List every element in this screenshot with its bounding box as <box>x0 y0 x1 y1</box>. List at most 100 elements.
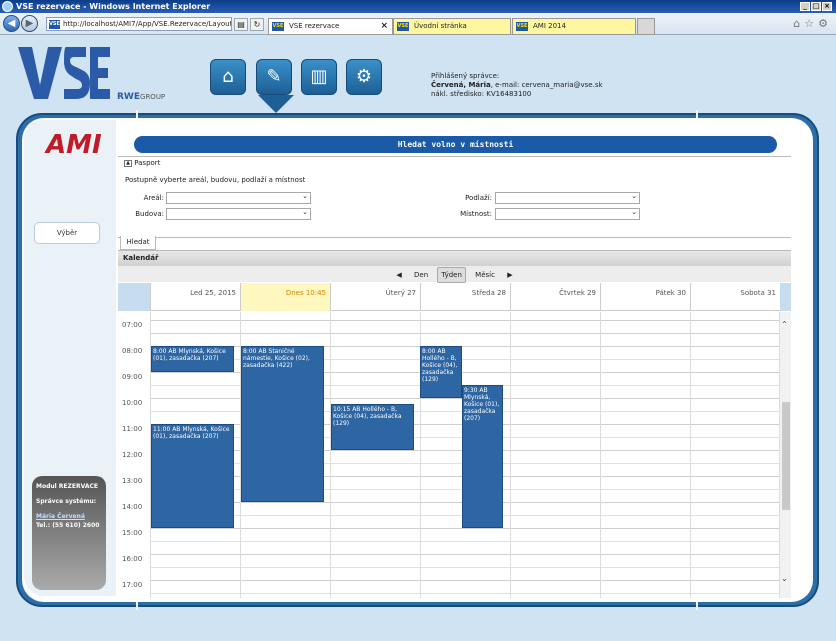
user-email: , e-mail: cervena_maria@vse.sk <box>490 81 603 89</box>
ie-icon <box>2 1 13 12</box>
page-title: Hledat volno v místnosti <box>134 136 777 153</box>
maximize-button[interactable]: □ <box>811 2 821 11</box>
pasport-hint: Postupně vyberte areál, budovu, podlaží … <box>125 176 306 184</box>
areal-select[interactable]: ⌄ <box>166 192 311 204</box>
frame-tick <box>696 110 698 120</box>
tab-label: Úvodní stránka <box>414 22 467 30</box>
header-corner <box>118 283 150 311</box>
budova-select[interactable]: ⌄ <box>166 208 311 220</box>
day-header[interactable]: Úterý 27 <box>330 283 420 311</box>
calendar-header: Kalendář <box>118 250 791 266</box>
close-window-button[interactable]: × <box>822 2 832 11</box>
tab-vse-rezervace[interactable]: VSE VSE rezervace × <box>268 18 393 35</box>
event-block[interactable]: 8:00 AB Staničné námestie, Košice (02), … <box>241 346 324 502</box>
day-header[interactable]: Sobota 31 <box>690 283 780 311</box>
hour-label: 10:00 <box>122 399 143 407</box>
browser-toolbar: ◀ ▶ VSE http://localhost/AMI7/App/VSE.Re… <box>0 13 836 35</box>
day-header[interactable]: Středa 28 <box>420 283 510 311</box>
admin-name-link[interactable]: Mária Červená <box>36 513 85 520</box>
hour-label: 15:00 <box>122 529 143 537</box>
tab-favicon-icon: VSE <box>397 22 409 31</box>
view-day-button[interactable]: Den <box>414 271 429 279</box>
mistnost-select[interactable]: ⌄ <box>495 208 640 220</box>
user-name: Červená, Mária <box>431 81 491 89</box>
new-tab-button[interactable] <box>637 18 655 35</box>
calendar-grid[interactable]: 07:00 08:00 09:00 10:00 11:00 12:00 13:0… <box>118 312 791 598</box>
day-header[interactable]: Čtvrtek 29 <box>510 283 600 311</box>
hour-label: 09:00 <box>122 373 143 381</box>
tab-uvodni-stranka[interactable]: VSE Úvodní stránka <box>393 18 511 35</box>
calendar-day-header: Led 25, 2015 Dnes 10:45 Úterý 27 Středa … <box>118 283 791 311</box>
chevron-down-icon: ⌄ <box>631 192 637 200</box>
admin-label: Správce systému: <box>36 498 97 505</box>
hour-line <box>150 372 780 373</box>
settings-nav-icon[interactable]: ⚙ <box>346 59 382 95</box>
view-week-button[interactable]: Týden <box>437 267 466 283</box>
user-name-line: Červená, Mária, e-mail: cervena_maria@vs… <box>431 81 603 90</box>
back-icon[interactable]: ◀ <box>3 15 20 32</box>
module-info-box: Modul REZERVACE Správce systému: Mária Č… <box>32 476 106 590</box>
hledat-tab[interactable]: Hledat <box>120 236 156 250</box>
day-column-line <box>330 312 331 598</box>
tab-favicon-icon: VSE <box>272 22 284 31</box>
day-header[interactable]: Pátek 30 <box>600 283 690 311</box>
scroll-up-icon[interactable]: ⌃ <box>781 320 788 329</box>
ami-logo: AMI <box>46 130 102 160</box>
home-nav-icon[interactable]: ⌂ <box>210 59 246 95</box>
day-header[interactable]: Led 25, 2015 <box>150 283 240 311</box>
prev-week-icon[interactable]: ◀ <box>396 271 402 279</box>
half-hour-line <box>150 593 780 594</box>
hour-label: 16:00 <box>122 555 143 563</box>
close-tab-icon[interactable]: × <box>380 21 388 31</box>
half-hour-line <box>150 567 780 568</box>
chevron-down-icon: ⌄ <box>302 208 308 216</box>
vyber-button[interactable]: Výběr <box>34 222 100 244</box>
hour-label: 08:00 <box>122 347 143 355</box>
hour-line <box>150 580 780 581</box>
chevron-down-icon: ⌄ <box>631 208 637 216</box>
hour-line <box>150 320 780 321</box>
header-scroll-corner <box>780 283 791 311</box>
event-block[interactable]: 10:15 AB Hollého - B, Košice (04), zasad… <box>331 404 414 450</box>
calendar-view-switcher: ◀ Den Týden Měsíc ▶ <box>118 266 791 283</box>
mistnost-label: Místnost: <box>460 210 492 218</box>
reservation-nav-icon[interactable]: ✎ <box>256 59 292 95</box>
day-header-today[interactable]: Dnes 10:45 <box>240 283 330 311</box>
calendar-scrollbar[interactable]: ⌃ ⌄ <box>779 312 791 598</box>
frame-tick <box>136 110 138 120</box>
favorites-star-icon[interactable]: ☆ <box>804 17 819 30</box>
event-block[interactable]: 8:00 AB Mlynská, Košice (01), zasadačka … <box>151 346 234 372</box>
pasport-header[interactable]: ▲ Pasport <box>124 159 164 167</box>
home-icon[interactable]: ⌂ <box>793 17 805 30</box>
scroll-down-icon[interactable]: ⌄ <box>781 574 788 583</box>
address-bar[interactable]: VSE http://localhost/AMI7/App/VSE.Rezerv… <box>46 17 232 31</box>
user-cost-center: nákl. středisko: KV16483100 <box>431 90 532 98</box>
statistics-nav-icon[interactable]: ▥ <box>301 59 337 95</box>
event-block[interactable]: 8:00 AB Hollého - B, Košice (04), zasada… <box>420 346 462 398</box>
minimize-button[interactable]: _ <box>800 2 810 11</box>
budova-label: Budova: <box>135 210 164 218</box>
day-column-line <box>420 312 421 598</box>
vse-logo <box>18 47 110 99</box>
hour-label: 17:00 <box>122 581 143 589</box>
scroll-thumb[interactable] <box>782 402 790 510</box>
forward-icon[interactable]: ▶ <box>21 15 38 32</box>
podlazi-select[interactable]: ⌄ <box>495 192 640 204</box>
user-info: Přihlášený správce: Červená, Mária, e-ma… <box>431 72 603 99</box>
view-month-button[interactable]: Měsíc <box>475 271 495 279</box>
hour-line <box>150 346 780 347</box>
site-favicon-icon: VSE <box>49 20 60 29</box>
next-week-icon[interactable]: ▶ <box>507 271 513 279</box>
user-label: Přihlášený správce: <box>431 72 500 80</box>
tools-gear-icon[interactable]: ⚙ <box>818 17 832 30</box>
event-block[interactable]: 9:30 AB Mlynská, Košice (01), zasadačka … <box>462 385 503 528</box>
day-column-line <box>690 312 691 598</box>
pasport-label: Pasport <box>134 159 161 167</box>
compat-view-icon[interactable]: ▤ <box>234 18 248 31</box>
refresh-icon[interactable]: ↻ <box>250 18 264 31</box>
frame-tick <box>696 600 698 610</box>
event-block[interactable]: 11:00 AB Mlynská, Košice (01), zasadačka… <box>151 424 234 528</box>
collapse-icon[interactable]: ▲ <box>124 159 132 167</box>
window-title: VSE rezervace - Windows Internet Explore… <box>16 2 211 11</box>
tab-ami-2014[interactable]: VSE AMI 2014 <box>512 18 636 35</box>
